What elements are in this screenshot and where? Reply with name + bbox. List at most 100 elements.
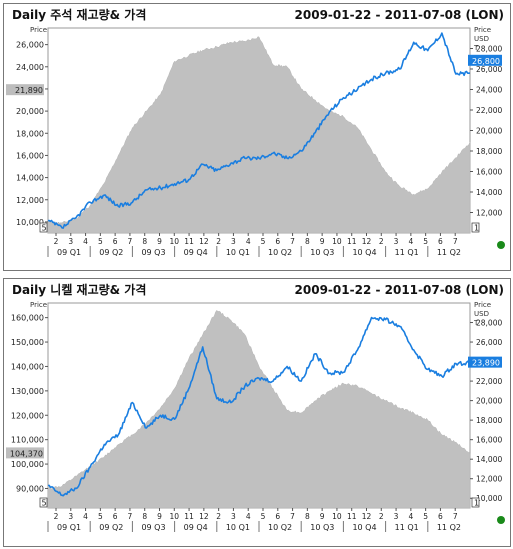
- corner-left-label: 5: [42, 499, 47, 508]
- x-quarter-label: 10 Q1: [226, 248, 250, 257]
- x-month-label: 5: [98, 512, 103, 521]
- x-month-label: 10: [170, 237, 180, 246]
- right-tick-label: 10,000: [476, 494, 502, 503]
- right-tick-label: 18,000: [476, 147, 502, 156]
- last-stock-label: 21,890: [15, 86, 43, 95]
- left-tick-label: 10,000: [16, 218, 44, 227]
- x-month-label: 9: [320, 237, 325, 246]
- x-month-label: 8: [305, 237, 310, 246]
- price-line: [47, 316, 471, 497]
- corner-right-box: [471, 222, 480, 233]
- last-price-badge: [468, 54, 502, 66]
- left-tick-label: 12,000: [16, 196, 44, 205]
- left-tick-label: 120,000: [11, 411, 44, 420]
- x-quarter-label: 09 Q2: [99, 523, 123, 532]
- left-tick-label: 150,000: [11, 338, 44, 347]
- corner-right-box: [471, 497, 480, 508]
- last-price-label: 23,890: [472, 359, 500, 368]
- left-tick-label: 26,000: [16, 41, 44, 50]
- chart-title: Daily 니켈 재고량& 가격: [12, 282, 146, 297]
- x-month-label: 4: [246, 512, 251, 521]
- x-month-label: 6: [275, 237, 280, 246]
- last-stock-label: 104,370: [10, 449, 43, 458]
- corner-right-label: 1: [474, 499, 479, 508]
- x-month-label: 11: [184, 512, 194, 521]
- x-month-label: 2: [216, 512, 221, 521]
- right-tick-label: 20,000: [476, 397, 502, 406]
- x-month-label: 5: [423, 237, 428, 246]
- x-quarter-label: 11 Q2: [437, 248, 461, 257]
- x-quarter-label: 09 Q3: [141, 248, 165, 257]
- x-month-label: 7: [128, 512, 133, 521]
- x-month-label: 5: [98, 237, 103, 246]
- x-month-label: 3: [68, 512, 73, 521]
- x-month-label: 12: [362, 512, 372, 521]
- x-quarter-label: 10 Q1: [226, 523, 250, 532]
- x-month-label: 12: [199, 237, 209, 246]
- x-month-label: 10: [170, 512, 180, 521]
- x-month-label: 10: [332, 237, 342, 246]
- stock-area: [47, 309, 471, 509]
- stock-area: [47, 36, 471, 234]
- right-tick-label: 16,000: [476, 436, 502, 445]
- x-quarter-label: 09 Q1: [57, 248, 81, 257]
- right-tick-label: 20,000: [476, 127, 502, 136]
- x-month-label: 4: [408, 512, 413, 521]
- left-tick-label: 160,000: [11, 314, 44, 323]
- x-month-label: 2: [379, 237, 384, 246]
- right-tick-label: 12,000: [476, 475, 502, 484]
- x-month-label: 8: [142, 512, 147, 521]
- x-quarter-label: 11 Q2: [437, 523, 461, 532]
- chart-svg: Daily 니켈 재고량& 가격 2009-01-22 - 2011-07-08 …: [6, 282, 505, 532]
- x-month-label: 12: [362, 237, 372, 246]
- x-quarter-label: 10 Q3: [310, 248, 334, 257]
- corner-left-box: [39, 222, 48, 233]
- x-quarter-label: 09 Q4: [184, 248, 208, 257]
- x-month-label: 8: [142, 237, 147, 246]
- x-month-label: 11: [347, 237, 357, 246]
- right-tick-label: 26,000: [476, 65, 502, 74]
- left-tick-label: 16,000: [16, 151, 44, 160]
- x-month-label: 6: [113, 512, 118, 521]
- x-quarter-label: 11 Q1: [395, 248, 419, 257]
- left-tick-label: 90,000: [16, 484, 44, 493]
- right-axis-label: Price: [474, 301, 491, 309]
- x-month-label: 2: [54, 237, 59, 246]
- x-month-label: 6: [113, 237, 118, 246]
- right-tick-label: 22,000: [476, 377, 502, 386]
- nickel-chart-panel: Daily 니켈 재고량& 가격 2009-01-22 - 2011-07-08 …: [3, 278, 511, 547]
- left-tick-label: 140,000: [11, 362, 44, 371]
- right-tick-label: 16,000: [476, 168, 502, 177]
- x-quarter-label: 10 Q2: [268, 248, 292, 257]
- x-month-label: 7: [453, 237, 458, 246]
- x-month-label: 6: [275, 512, 280, 521]
- x-month-label: 9: [157, 512, 162, 521]
- left-tick-label: 18,000: [16, 129, 44, 138]
- right-tick-label: 18,000: [476, 416, 502, 425]
- right-axis-label: USD: [474, 310, 489, 318]
- x-month-label: 9: [320, 512, 325, 521]
- x-quarter-label: 09 Q3: [141, 523, 165, 532]
- x-month-label: 11: [347, 512, 357, 521]
- x-month-label: 11: [184, 237, 194, 246]
- x-month-label: 3: [68, 237, 73, 246]
- x-quarter-label: 09 Q1: [57, 523, 81, 532]
- left-tick-label: 130,000: [11, 387, 44, 396]
- right-tick-label: 12,000: [476, 209, 502, 218]
- x-quarter-label: 11 Q1: [395, 523, 419, 532]
- right-axis-label: USD: [474, 35, 489, 43]
- right-tick-label: 24,000: [476, 86, 502, 95]
- x-quarter-label: 10 Q4: [352, 248, 376, 257]
- x-quarter-label: 10 Q4: [352, 523, 376, 532]
- chart-svg: Daily 주석 재고량& 가격 2009-01-22 - 2011-07-08 …: [6, 7, 505, 257]
- right-tick-label: 14,000: [476, 188, 502, 197]
- left-axis-label: Price: [30, 301, 47, 309]
- left-tick-label: 20,000: [16, 107, 44, 116]
- date-range: 2009-01-22 - 2011-07-08 (LON): [295, 283, 504, 297]
- right-axis-label: T: [473, 44, 479, 52]
- chart-title: Daily 주석 재고량& 가격: [12, 7, 146, 22]
- left-axis-label: Price: [30, 26, 47, 34]
- right-axis-label: T: [473, 319, 479, 327]
- right-tick-label: 28,000: [476, 319, 502, 328]
- corner-right-label: 1: [474, 224, 479, 233]
